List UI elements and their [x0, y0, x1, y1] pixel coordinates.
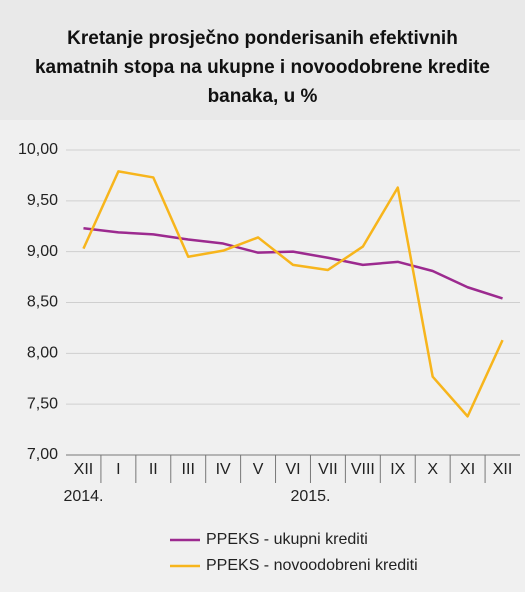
y-tick-label: 9,00 [27, 243, 58, 260]
y-tick-label: 10,00 [18, 141, 58, 158]
x-tick-label: VIII [351, 461, 375, 478]
x-tick-label: XII [74, 461, 94, 478]
year-label: 2015. [290, 488, 330, 505]
chart-title: Kretanje prosječno ponderisanih efektivn… [0, 0, 525, 120]
x-tick-label: XII [493, 461, 513, 478]
year-label: 2014. [63, 488, 103, 505]
y-tick-label: 7,00 [27, 446, 58, 463]
x-tick-label: V [253, 461, 264, 478]
y-tick-label: 9,50 [27, 192, 58, 209]
y-tick-label: 8,50 [27, 294, 58, 311]
x-tick-label: VI [285, 461, 300, 478]
x-tick-label: I [116, 461, 120, 478]
x-tick-label: XI [460, 461, 475, 478]
x-tick-label: III [182, 461, 195, 478]
x-tick-label: IV [216, 461, 231, 478]
y-tick-label: 7,50 [27, 395, 58, 412]
x-tick-label: IX [390, 461, 405, 478]
x-tick-label: VII [318, 461, 338, 478]
x-tick-label: II [149, 461, 158, 478]
y-tick-label: 8,00 [27, 345, 58, 362]
legend-label: PPEKS - ukupni krediti [206, 531, 368, 548]
x-tick-label: X [427, 461, 438, 478]
legend-label: PPEKS - novoodobreni krediti [206, 557, 418, 574]
series-line [83, 227, 503, 300]
series-line [82, 170, 504, 418]
